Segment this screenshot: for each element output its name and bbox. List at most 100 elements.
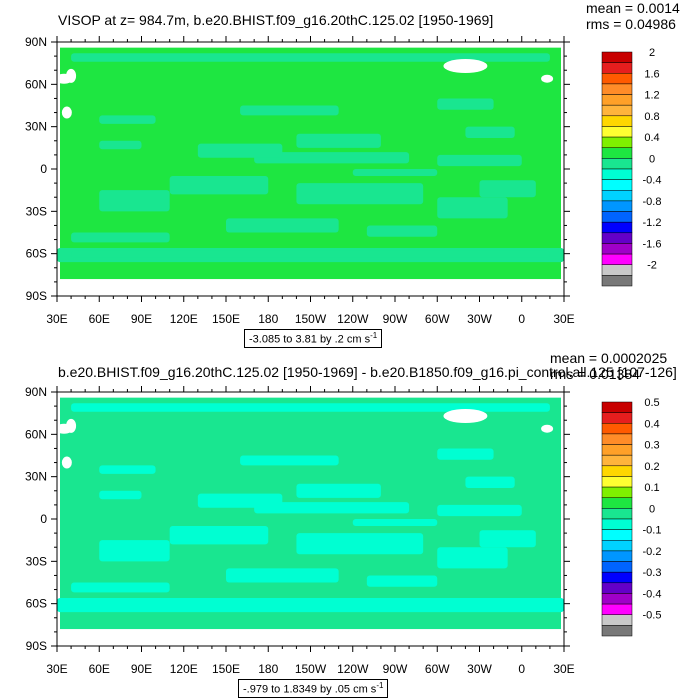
y-tick-label: 30S [26, 554, 47, 568]
colorbar-swatch [601, 190, 633, 202]
colorbar-swatch [601, 126, 633, 138]
colorbar-label: -0.2 [643, 546, 662, 558]
colorbar-swatch [601, 603, 633, 615]
colorbar-label: 2 [649, 47, 655, 59]
x-tick-label: 30E [46, 662, 67, 676]
colorbar-label: -0.8 [643, 196, 662, 208]
field-band [296, 133, 381, 148]
field-band [71, 232, 170, 243]
field-band [71, 250, 550, 258]
field-band [226, 568, 339, 583]
colorbar-swatch [601, 412, 633, 424]
colorbar-label: -0.5 [643, 610, 662, 622]
field-band [197, 493, 283, 508]
colorbar-label: 1.2 [644, 90, 659, 102]
land-mask-hudson [541, 74, 554, 83]
colorbar-swatch [601, 476, 633, 488]
colorbar-swatch [601, 94, 633, 106]
field-band [437, 154, 522, 167]
colorbar-label: 1.6 [644, 68, 659, 80]
range-text: -3.085 to 3.81 by .2 cm s [249, 333, 371, 346]
field-band [352, 169, 438, 177]
x-tick-label: 30E [553, 662, 574, 676]
land-mask-caspian [61, 456, 72, 469]
x-tick-label: 30E [553, 312, 574, 326]
colorbar-swatch [601, 264, 633, 276]
y-tick-label: 60N [25, 427, 47, 441]
field-band [99, 140, 142, 150]
field-band [437, 197, 508, 219]
field-band [352, 519, 438, 527]
colorbar-swatch [601, 179, 633, 191]
stats-block: mean = 0.0002025 rms = 0.01384 [550, 350, 667, 382]
y-tick-label: 0 [40, 162, 47, 176]
colorbar-swatch [601, 508, 633, 520]
field-band [240, 105, 339, 116]
x-tick-label: 180 [258, 312, 278, 326]
field-band [366, 575, 438, 587]
rms-label: rms = 0.01384 [550, 366, 640, 382]
colorbar-swatch [601, 51, 633, 63]
field-band [240, 455, 339, 466]
y-tick-label: 90N [25, 385, 47, 399]
field-band [99, 540, 170, 562]
map-figure: 30E 60E 90E 120E 150E 180 150W 120W 90W 60W 30W 0 30… [25, 35, 662, 326]
x-tick-label: 30W [467, 312, 492, 326]
field-band [99, 490, 142, 500]
colorbar-swatch [601, 401, 633, 413]
field-band [99, 465, 156, 474]
chart-title: b.e20.BHIST.f09_g16.20thC.125.02 [1950-1… [58, 364, 677, 380]
field-band [197, 143, 283, 158]
x-tick-label: 120E [170, 312, 198, 326]
y-tick-label: 90S [26, 289, 47, 303]
colorbar-swatch [601, 529, 633, 541]
colorbar-swatch [601, 232, 633, 244]
x-tick-label: 30E [46, 312, 67, 326]
y-tick-label: 60S [26, 247, 47, 261]
field-band [366, 225, 438, 237]
colorbar-label: 0.4 [644, 418, 659, 430]
field-band [169, 526, 269, 545]
field-band [465, 476, 515, 488]
field-band [479, 180, 536, 198]
y-tick-label: 60N [25, 77, 47, 91]
x-tick-label: 180 [258, 662, 278, 676]
field-band [437, 504, 522, 517]
colorbar-label: -1.6 [643, 238, 662, 250]
x-tick-label: 90E [131, 662, 152, 676]
y-tick-label: 90S [26, 639, 47, 653]
field-band [479, 530, 536, 548]
rms-label: rms = 0.04986 [586, 16, 676, 32]
colorbar-swatch [601, 73, 633, 85]
land-mask-baltic [66, 418, 77, 433]
colorbar-swatch [601, 275, 633, 287]
x-tick-label: 120W [337, 312, 369, 326]
panel-top: VISOP at z= 984.7m, b.e20.BHIST.f09_g16.… [25, 0, 680, 348]
field-band [99, 190, 170, 212]
contour-range-box: -3.085 to 3.81 by .2 cm s-1 [244, 329, 383, 348]
field-band [71, 53, 550, 62]
field-band [437, 98, 494, 110]
y-tick-label: 30N [25, 470, 47, 484]
colorbar-label: -2 [647, 260, 657, 272]
colorbar-label: -1.2 [643, 217, 662, 229]
y-tick-label: 90N [25, 35, 47, 49]
colorbar-label: 0.2 [644, 461, 659, 473]
colorbar-swatch [601, 593, 633, 605]
colorbar-swatch [601, 486, 633, 498]
stats-block: mean = 0.0014 rms = 0.04986 [586, 0, 680, 32]
x-tick-label: 60E [89, 312, 110, 326]
colorbar-swatch [601, 147, 633, 159]
contour-range-box: -.979 to 1.8349 by .05 cm s-1 [238, 679, 389, 698]
field-band [71, 582, 170, 593]
colorbar-label: 0.8 [644, 111, 659, 123]
colorbar-swatch [601, 582, 633, 594]
colorbar-swatch [601, 168, 633, 180]
mean-label: mean = 0.0014 [586, 0, 680, 16]
colorbar-swatch [601, 83, 633, 95]
colorbar-swatch [601, 158, 633, 170]
x-tick-label: 30W [467, 662, 492, 676]
x-tick-label: 90E [131, 312, 152, 326]
field-band [254, 502, 410, 514]
colorbar-swatch [601, 253, 633, 265]
